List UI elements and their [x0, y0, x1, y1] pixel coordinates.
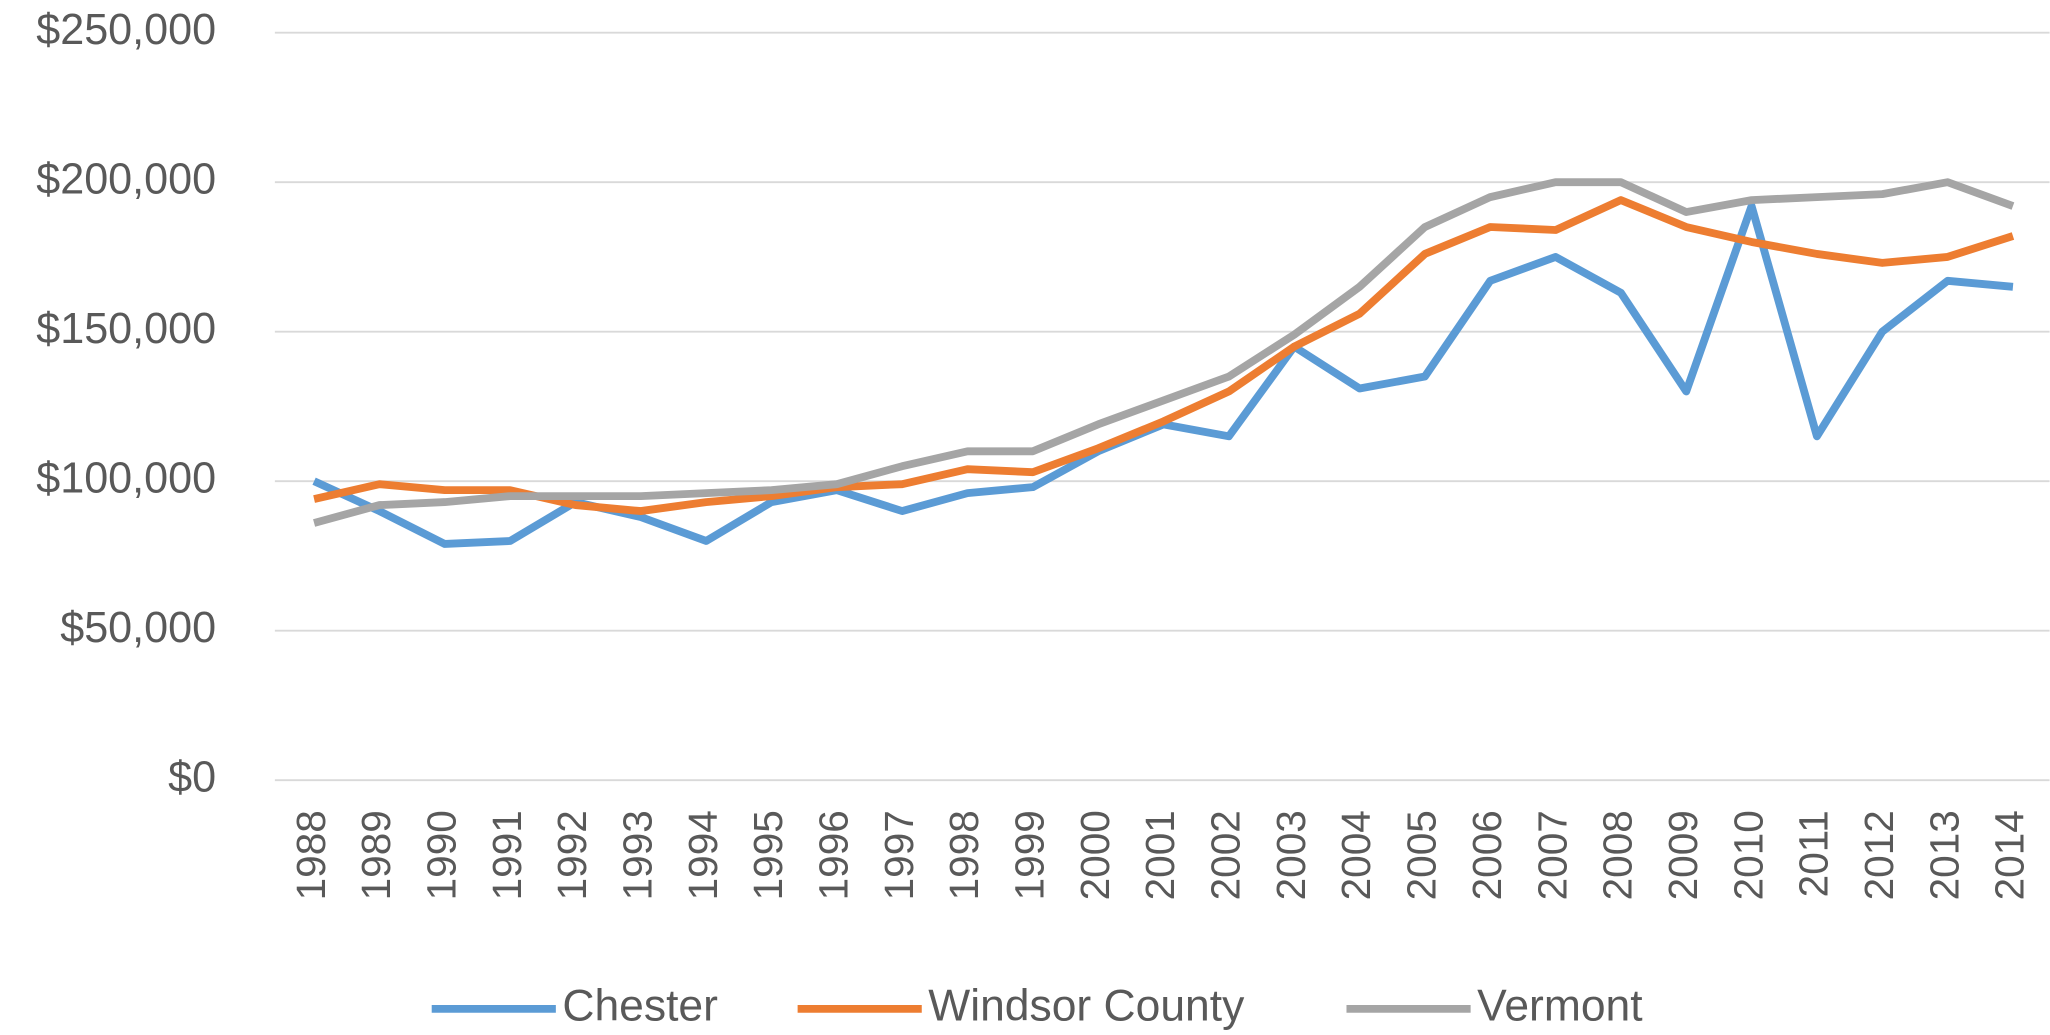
- x-tick-label: 1993: [614, 810, 660, 900]
- x-tick-label: 1988: [288, 810, 334, 900]
- y-tick-label: $100,000: [36, 455, 216, 503]
- x-tick-label: 1991: [484, 810, 530, 900]
- x-tick-label: 1995: [745, 810, 791, 900]
- legend-label: Chester: [562, 982, 718, 1031]
- x-tick-label: 1999: [1007, 810, 1053, 900]
- series-line: [313, 196, 2015, 515]
- x-tick-label: 2005: [1399, 810, 1445, 900]
- x-tick-label: 1998: [941, 810, 987, 900]
- y-tick-label: $50,000: [60, 604, 216, 652]
- x-tick-label: 2014: [1987, 810, 2033, 900]
- x-tick-label: 1992: [549, 810, 595, 900]
- x-tick-label: 1989: [353, 810, 399, 900]
- x-tick-label: 2013: [1921, 810, 1967, 900]
- x-tick-label: 2002: [1203, 810, 1249, 900]
- x-tick-label: 1996: [811, 810, 857, 900]
- x-tick-label: 2003: [1268, 810, 1314, 900]
- x-tick-label: 2012: [1856, 810, 1902, 900]
- legend-label: Windsor County: [928, 982, 1245, 1031]
- x-tick-label: 2001: [1137, 810, 1183, 900]
- legend-label: Vermont: [1477, 982, 1643, 1031]
- x-tick-label: 1994: [680, 810, 726, 900]
- x-tick-label: 1990: [418, 810, 464, 900]
- x-tick-label: 2006: [1464, 810, 1510, 900]
- x-tick-label: 2011: [1791, 810, 1837, 897]
- x-tick-label: 2008: [1595, 810, 1641, 900]
- series-line: [313, 178, 2015, 527]
- x-tick-label: 2000: [1072, 810, 1118, 900]
- x-tick-label: 2007: [1529, 810, 1575, 900]
- x-tick-label: 1997: [876, 810, 922, 900]
- y-tick-label: $200,000: [36, 156, 216, 204]
- y-tick-label: $0: [168, 754, 216, 802]
- y-tick-label: $250,000: [36, 6, 216, 54]
- x-tick-label: 2009: [1660, 810, 1706, 900]
- x-tick-label: 2010: [1725, 810, 1771, 900]
- x-tick-label: 2004: [1333, 810, 1379, 900]
- y-tick-label: $150,000: [36, 305, 216, 353]
